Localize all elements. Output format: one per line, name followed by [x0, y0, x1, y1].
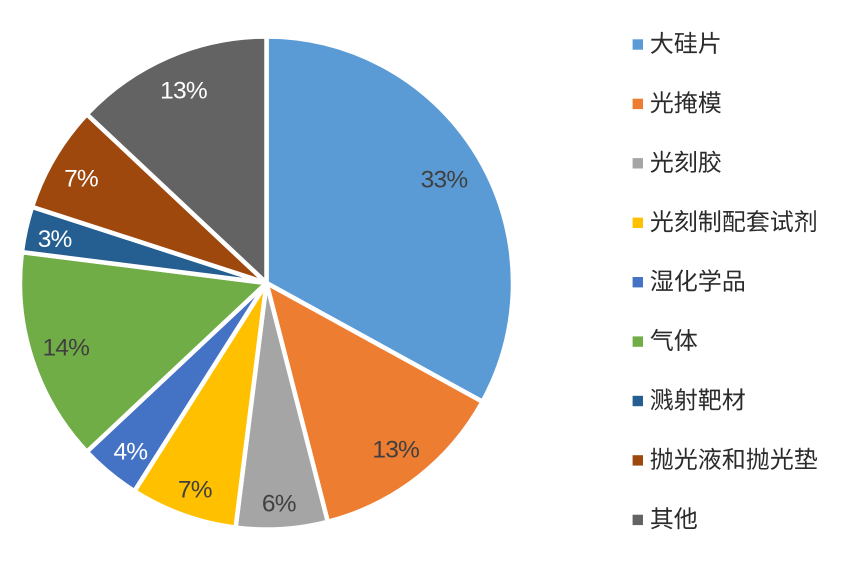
- svg-text:14%: 14%: [42, 334, 89, 361]
- svg-text:6%: 6%: [262, 490, 296, 517]
- svg-text:7%: 7%: [64, 165, 98, 192]
- svg-text:13%: 13%: [372, 436, 419, 463]
- svg-text:3%: 3%: [38, 226, 72, 253]
- svg-text:33%: 33%: [421, 166, 468, 193]
- svg-text:13%: 13%: [160, 77, 207, 104]
- svg-text:4%: 4%: [113, 438, 147, 465]
- svg-text:7%: 7%: [178, 477, 212, 504]
